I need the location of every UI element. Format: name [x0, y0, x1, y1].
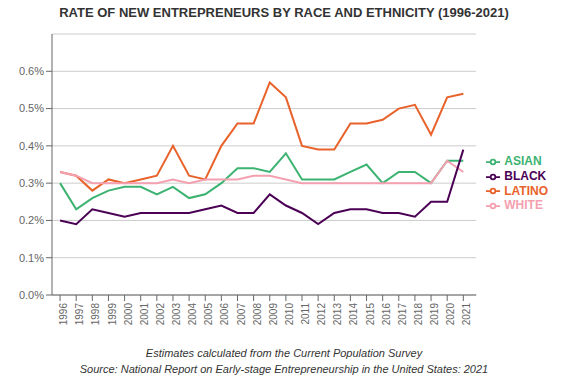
- svg-text:0.0%: 0.0%: [19, 289, 44, 301]
- svg-text:1997: 1997: [74, 303, 85, 326]
- svg-text:2010: 2010: [284, 303, 295, 326]
- svg-text:2011: 2011: [300, 303, 311, 325]
- svg-text:2014: 2014: [349, 303, 360, 326]
- svg-text:2001: 2001: [139, 303, 150, 326]
- svg-text:2002: 2002: [155, 303, 166, 326]
- svg-text:2000: 2000: [123, 303, 134, 326]
- svg-text:2016: 2016: [381, 303, 392, 326]
- html-text:WHITE: WHITE: [504, 198, 543, 213]
- svg-text:0.6%: 0.6%: [19, 65, 44, 77]
- svg-text:2019: 2019: [429, 303, 440, 326]
- svg-text:2008: 2008: [252, 303, 263, 326]
- svg-text:1996: 1996: [58, 303, 69, 326]
- svg-text:2017: 2017: [397, 303, 408, 326]
- html-text:BLACK: BLACK: [504, 168, 547, 183]
- html-text:ASIAN: ASIAN: [504, 153, 542, 168]
- svg-text:0.3%: 0.3%: [19, 177, 44, 189]
- svg-text:2003: 2003: [171, 303, 182, 326]
- svg-text:2015: 2015: [365, 303, 376, 326]
- html-text:Estimates calculated from the: Estimates calculated from the Current Po…: [145, 347, 423, 359]
- svg-text:0.1%: 0.1%: [19, 252, 44, 264]
- svg-text:2009: 2009: [268, 303, 279, 326]
- svg-text:2013: 2013: [332, 303, 343, 326]
- svg-text:2012: 2012: [316, 303, 327, 326]
- svg-text:0.2%: 0.2%: [19, 214, 44, 226]
- svg-text:2021: 2021: [461, 303, 472, 326]
- html-text:LATINO: LATINO: [504, 183, 548, 198]
- svg-text:2007: 2007: [236, 303, 247, 326]
- svg-text:2018: 2018: [413, 303, 424, 326]
- svg-text:1999: 1999: [107, 303, 118, 326]
- svg-text:0.4%: 0.4%: [19, 140, 44, 152]
- svg-text:2006: 2006: [219, 303, 230, 326]
- html-text:Source: National Report on Ear: Source: National Report on Early-stage E…: [79, 363, 489, 375]
- svg-text:2004: 2004: [187, 303, 198, 326]
- svg-text:0.5%: 0.5%: [19, 102, 44, 114]
- html-text:RATE OF NEW ENTREPRENEURS BY R: RATE OF NEW ENTREPRENEURS BY RACE AND ET…: [59, 5, 509, 20]
- svg-text:1998: 1998: [90, 303, 101, 326]
- svg-text:2005: 2005: [203, 303, 214, 326]
- svg-text:2020: 2020: [445, 303, 456, 326]
